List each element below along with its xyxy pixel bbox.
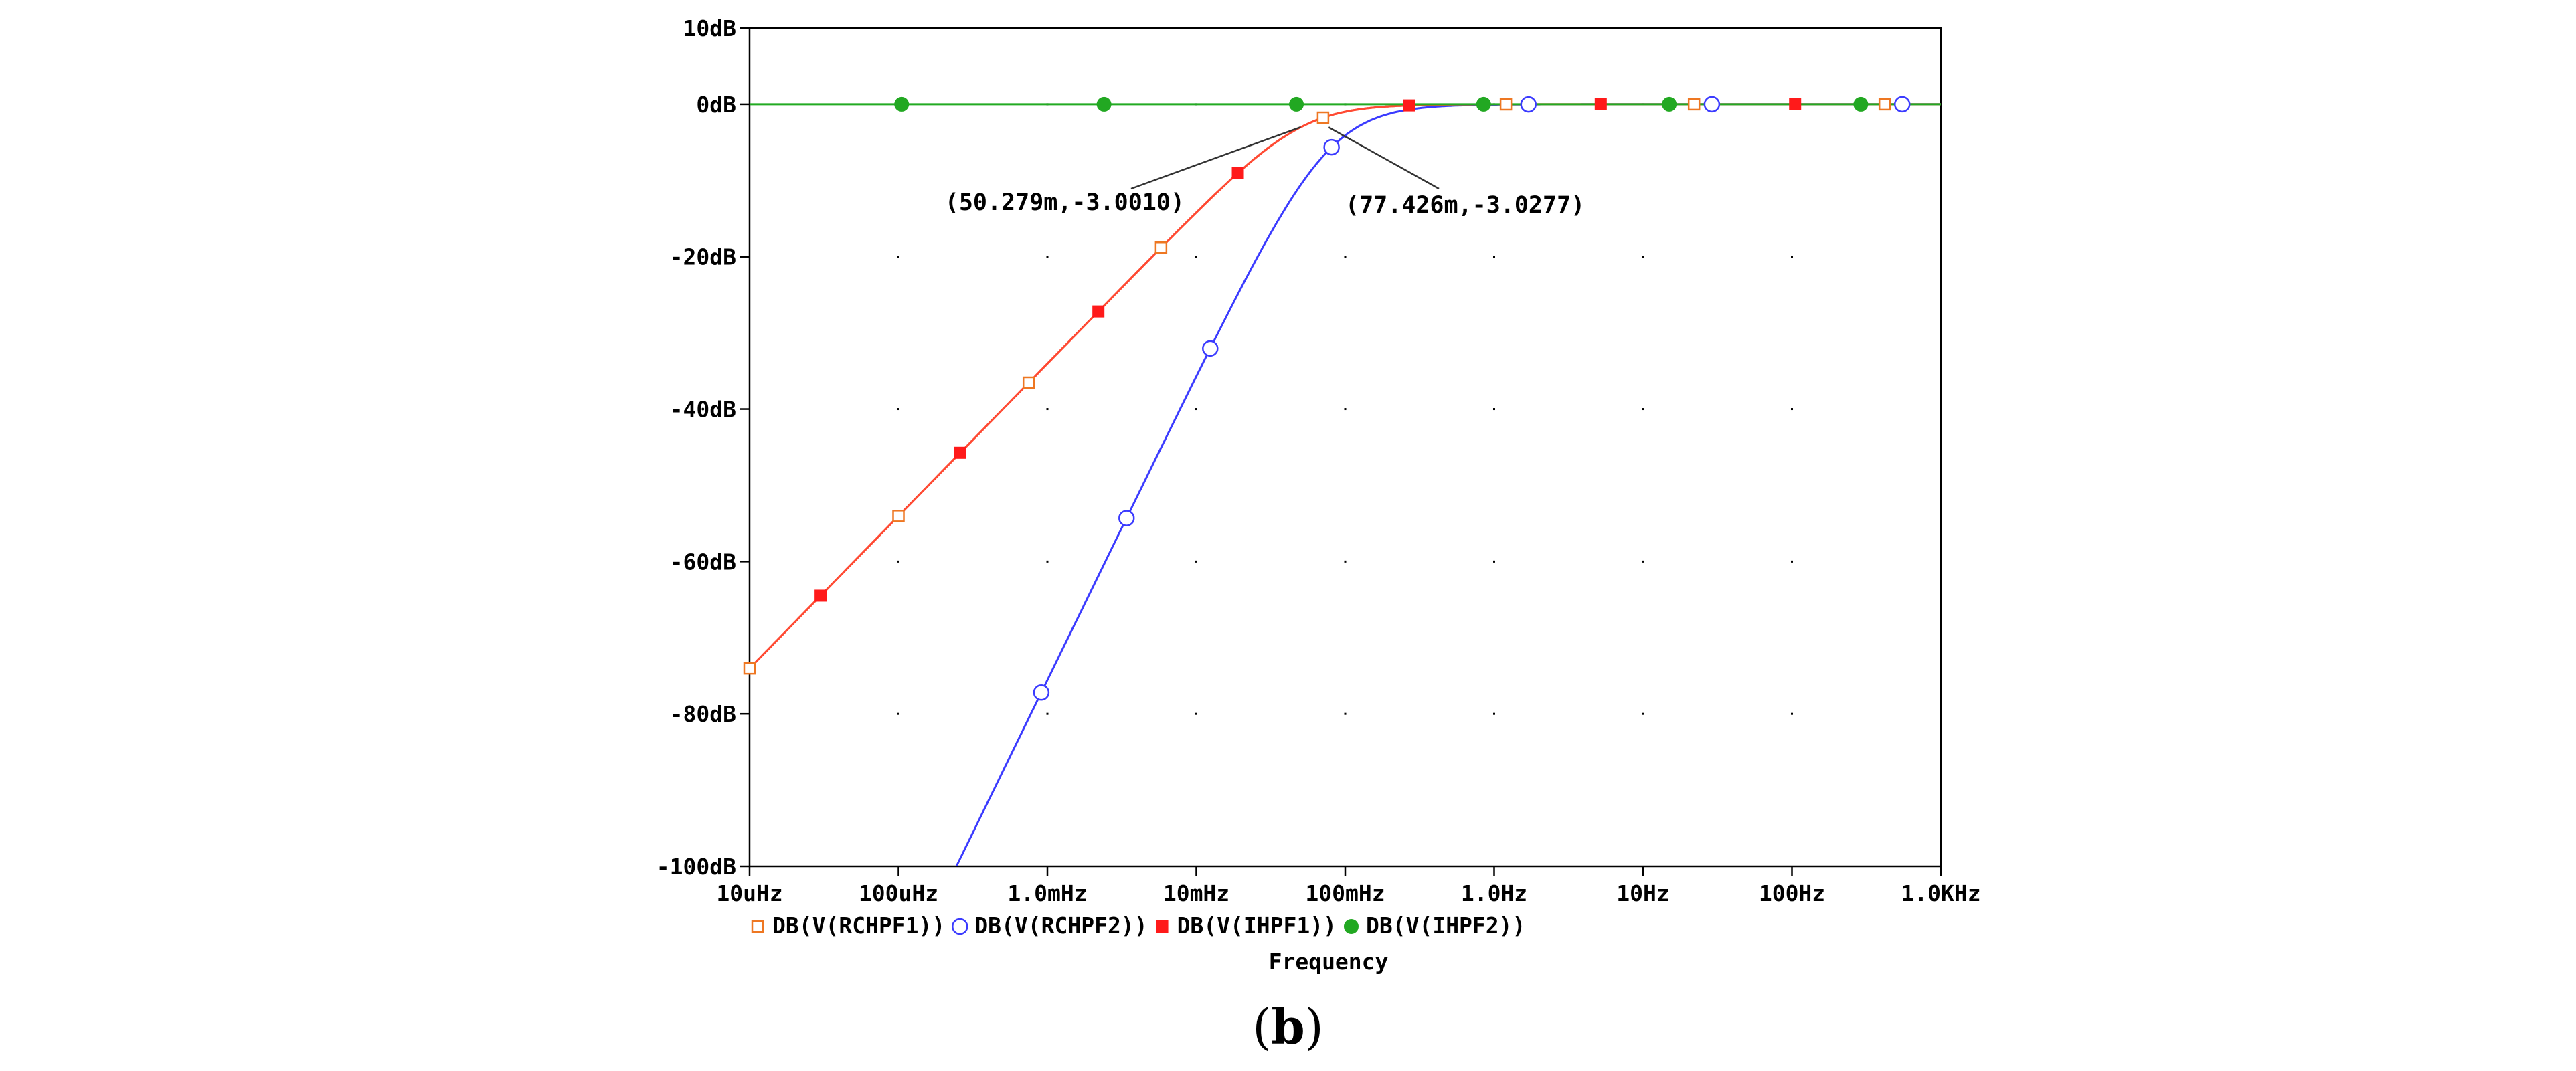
legend: DB(V(RCHPF1)) DB(V(RCHPF2)) DB(V(IHPF1)) DB…: [751, 912, 1525, 939]
marker-DB(V(RCHPF2)): [1893, 96, 1911, 113]
legend-marker-DB(V(RCHPF1)): [751, 920, 764, 933]
marker-DB(V(RCHPF1)): [743, 662, 756, 675]
caption-letter: b: [1271, 998, 1305, 1055]
grid-dot: [1195, 408, 1197, 411]
x-axis-label: Frequency: [1269, 949, 1389, 975]
y-tick-label: -100dB: [657, 854, 736, 880]
caption-close: ): [1304, 999, 1324, 1055]
legend-entry: DB(V(RCHPF1)): [772, 912, 945, 939]
marker-DB(V(RCHPF2)): [1520, 96, 1537, 113]
grid-dot: [1046, 712, 1049, 715]
grid-dot: [1493, 560, 1495, 563]
marker-DB(V(RCHPF1)): [1316, 111, 1330, 124]
legend-marker-DB(V(RCHPF2)): [952, 918, 968, 935]
grid-dot: [1046, 560, 1049, 563]
marker-DB(V(RCHPF1)): [1022, 376, 1035, 389]
marker-DB(V(RCHPF1)): [1154, 241, 1168, 254]
marker-DB(V(IHPF1)): [954, 446, 966, 459]
marker-DB(V(RCHPF2)): [1033, 684, 1050, 701]
marker-DB(V(IHPF1)): [1789, 98, 1802, 110]
marker-DB(V(RCHPF1)): [1499, 98, 1513, 111]
figure-caption: (b): [0, 998, 2576, 1055]
grid-dot: [1791, 256, 1793, 258]
plot-frame: [748, 27, 1942, 868]
grid-dot: [897, 560, 899, 563]
x-tick-label: 1.0mHz: [1007, 880, 1087, 906]
marker-DB(V(RCHPF1)): [892, 510, 905, 522]
grid-dot: [1642, 408, 1644, 411]
x-tick-label: 10uHz: [716, 880, 782, 906]
marker-DB(V(IHPF1)): [1092, 305, 1105, 318]
marker-DB(V(RCHPF1)): [1687, 98, 1701, 111]
marker-DB(V(RCHPF1)): [1878, 98, 1891, 111]
grid-dot: [1791, 560, 1793, 563]
grid-dot: [1642, 712, 1644, 715]
grid-dot: [1493, 408, 1495, 411]
marker-DB(V(IHPF2)): [1096, 96, 1112, 112]
marker-DB(V(IHPF2)): [1853, 96, 1869, 112]
x-tick-label: 10mHz: [1163, 880, 1229, 906]
grid-dot: [1642, 560, 1644, 563]
series-markers: [743, 96, 1911, 701]
grid-dot: [1195, 256, 1197, 258]
annotation-leader: [1328, 126, 1440, 190]
marker-DB(V(IHPF2)): [894, 96, 910, 112]
series-lines: [750, 103, 1941, 866]
x-tick-label: 100Hz: [1759, 880, 1825, 906]
marker-DB(V(IHPF2)): [1662, 96, 1677, 112]
grid-dot: [1344, 256, 1347, 258]
legend-entry: DB(V(IHPF1)): [1177, 912, 1337, 939]
marker-DB(V(IHPF1)): [1403, 99, 1415, 112]
legend-marker-DB(V(IHPF2)): [1343, 919, 1359, 934]
annotation-label: (77.426m,-3.0277): [1345, 192, 1585, 219]
annotation-label: (50.279m,-3.0010): [945, 189, 1185, 216]
marker-DB(V(RCHPF2)): [1202, 340, 1219, 357]
grid-dot: [1195, 712, 1197, 715]
x-tick-label: 100uHz: [859, 880, 938, 906]
legend-marker-DB(V(IHPF1)): [1156, 920, 1169, 933]
grid-dot: [1344, 560, 1347, 563]
y-tick-label: -20dB: [670, 244, 736, 270]
marker-DB(V(IHPF1)): [1231, 167, 1244, 179]
y-tick-label: -80dB: [670, 701, 736, 727]
y-tick-label: -60dB: [670, 549, 736, 575]
grid-dot: [1046, 256, 1049, 258]
caption-open: (: [1252, 999, 1272, 1055]
marker-DB(V(IHPF2)): [1289, 96, 1304, 112]
marker-DB(V(RCHPF2)): [1703, 96, 1721, 113]
grid-dot: [1493, 712, 1495, 715]
grid-dot: [897, 256, 899, 258]
annotation-leader: [1130, 126, 1301, 190]
x-tick-label: 10Hz: [1616, 880, 1669, 906]
marker-DB(V(RCHPF2)): [1323, 138, 1340, 156]
grid-dot: [1344, 408, 1347, 411]
grid-dot: [1046, 408, 1049, 411]
grid-dot: [1642, 256, 1644, 258]
y-tick-label: 10dB: [683, 15, 736, 41]
legend-entry: DB(V(RCHPF2)): [974, 912, 1147, 939]
grid-dot: [1791, 712, 1793, 715]
marker-DB(V(IHPF2)): [1476, 96, 1491, 112]
grid-dot: [1493, 256, 1495, 258]
marker-DB(V(RCHPF2)): [1118, 510, 1135, 526]
y-tick-label: 0dB: [696, 92, 736, 118]
legend-entry: DB(V(IHPF2)): [1366, 912, 1525, 939]
grid-dot: [1344, 712, 1347, 715]
x-tick-label: 1.0Hz: [1461, 880, 1527, 906]
grid-dot: [1791, 408, 1793, 411]
x-tick-label: 1.0KHz: [1901, 880, 1980, 906]
y-tick-label: -40dB: [670, 397, 736, 423]
x-tick-label: 100mHz: [1305, 880, 1385, 906]
annotations: (50.279m,-3.0010) (77.426m,-3.0277): [945, 126, 1585, 219]
marker-DB(V(IHPF1)): [1594, 98, 1607, 110]
grid-dot: [1195, 560, 1197, 563]
grid-dot: [897, 712, 899, 715]
grid-dot: [897, 408, 899, 411]
marker-DB(V(IHPF1)): [814, 589, 827, 602]
